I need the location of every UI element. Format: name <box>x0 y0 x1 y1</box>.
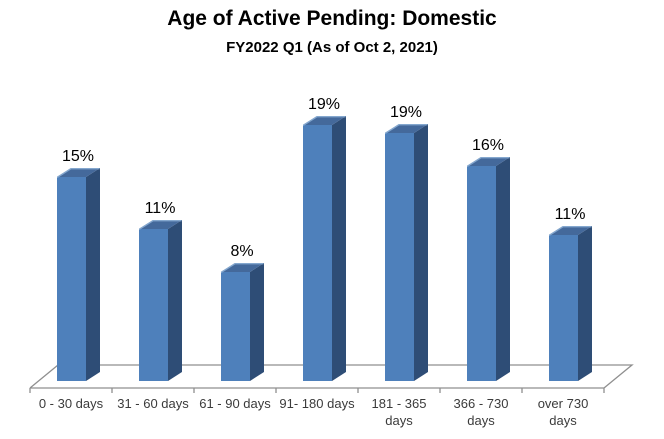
bar-top-edge-highlight <box>466 157 509 168</box>
bar-value-label: 19% <box>389 104 423 121</box>
bar-top-edge-highlight <box>548 226 591 237</box>
bar-top-edge-highlight <box>302 116 345 127</box>
x-axis-label: 0 - 30 days <box>38 396 104 411</box>
bar-value-label: 16% <box>471 137 505 154</box>
bar-top-edge-highlight <box>220 263 263 274</box>
bar-side-face <box>413 124 428 381</box>
bar <box>548 226 592 381</box>
bar-value-label: 11% <box>554 206 586 223</box>
axis-line <box>29 364 634 393</box>
chart-subtitle: FY2022 Q1 (As of Oct 2, 2021) <box>226 39 438 56</box>
bar-value-label: 8% <box>230 243 254 260</box>
bar-front-face <box>56 177 86 381</box>
bar-front-face <box>466 166 496 381</box>
bar-front-face <box>384 133 414 381</box>
bar-top-edge-highlight <box>384 124 427 135</box>
bar <box>384 124 428 381</box>
bar-side-face <box>249 263 264 381</box>
x-axis-label: 91- 180 days <box>279 396 355 411</box>
chart-title: Age of Active Pending: Domestic <box>167 7 497 30</box>
bar-side-face <box>331 116 346 381</box>
x-axis-label: 31 - 60 days <box>117 396 189 411</box>
bar <box>138 220 182 381</box>
bar-side-face <box>495 157 510 381</box>
bar-value-label: 11% <box>144 200 176 217</box>
bar-side-face <box>577 226 592 381</box>
bar-top-edge-highlight <box>56 168 99 179</box>
bar-value-label: 15% <box>61 148 95 165</box>
bar-side-face <box>85 168 100 381</box>
x-axis-label: 181 - 365 days <box>371 396 427 428</box>
x-axis-label: 366 - 730 days <box>453 396 509 428</box>
bar-side-face <box>167 220 182 381</box>
bar <box>56 168 100 381</box>
x-axis-label: over 730 days <box>537 396 589 428</box>
bar-front-face <box>302 125 332 381</box>
x-axis-label: 61 - 90 days <box>199 396 271 411</box>
bar-front-face <box>138 229 168 381</box>
bar-top-edge-highlight <box>138 220 181 231</box>
bar <box>302 116 346 381</box>
bar-value-label: 19% <box>307 96 341 113</box>
bar-front-face <box>220 272 250 381</box>
bar <box>466 157 510 381</box>
bar <box>220 263 264 381</box>
bar-front-face <box>548 235 578 381</box>
